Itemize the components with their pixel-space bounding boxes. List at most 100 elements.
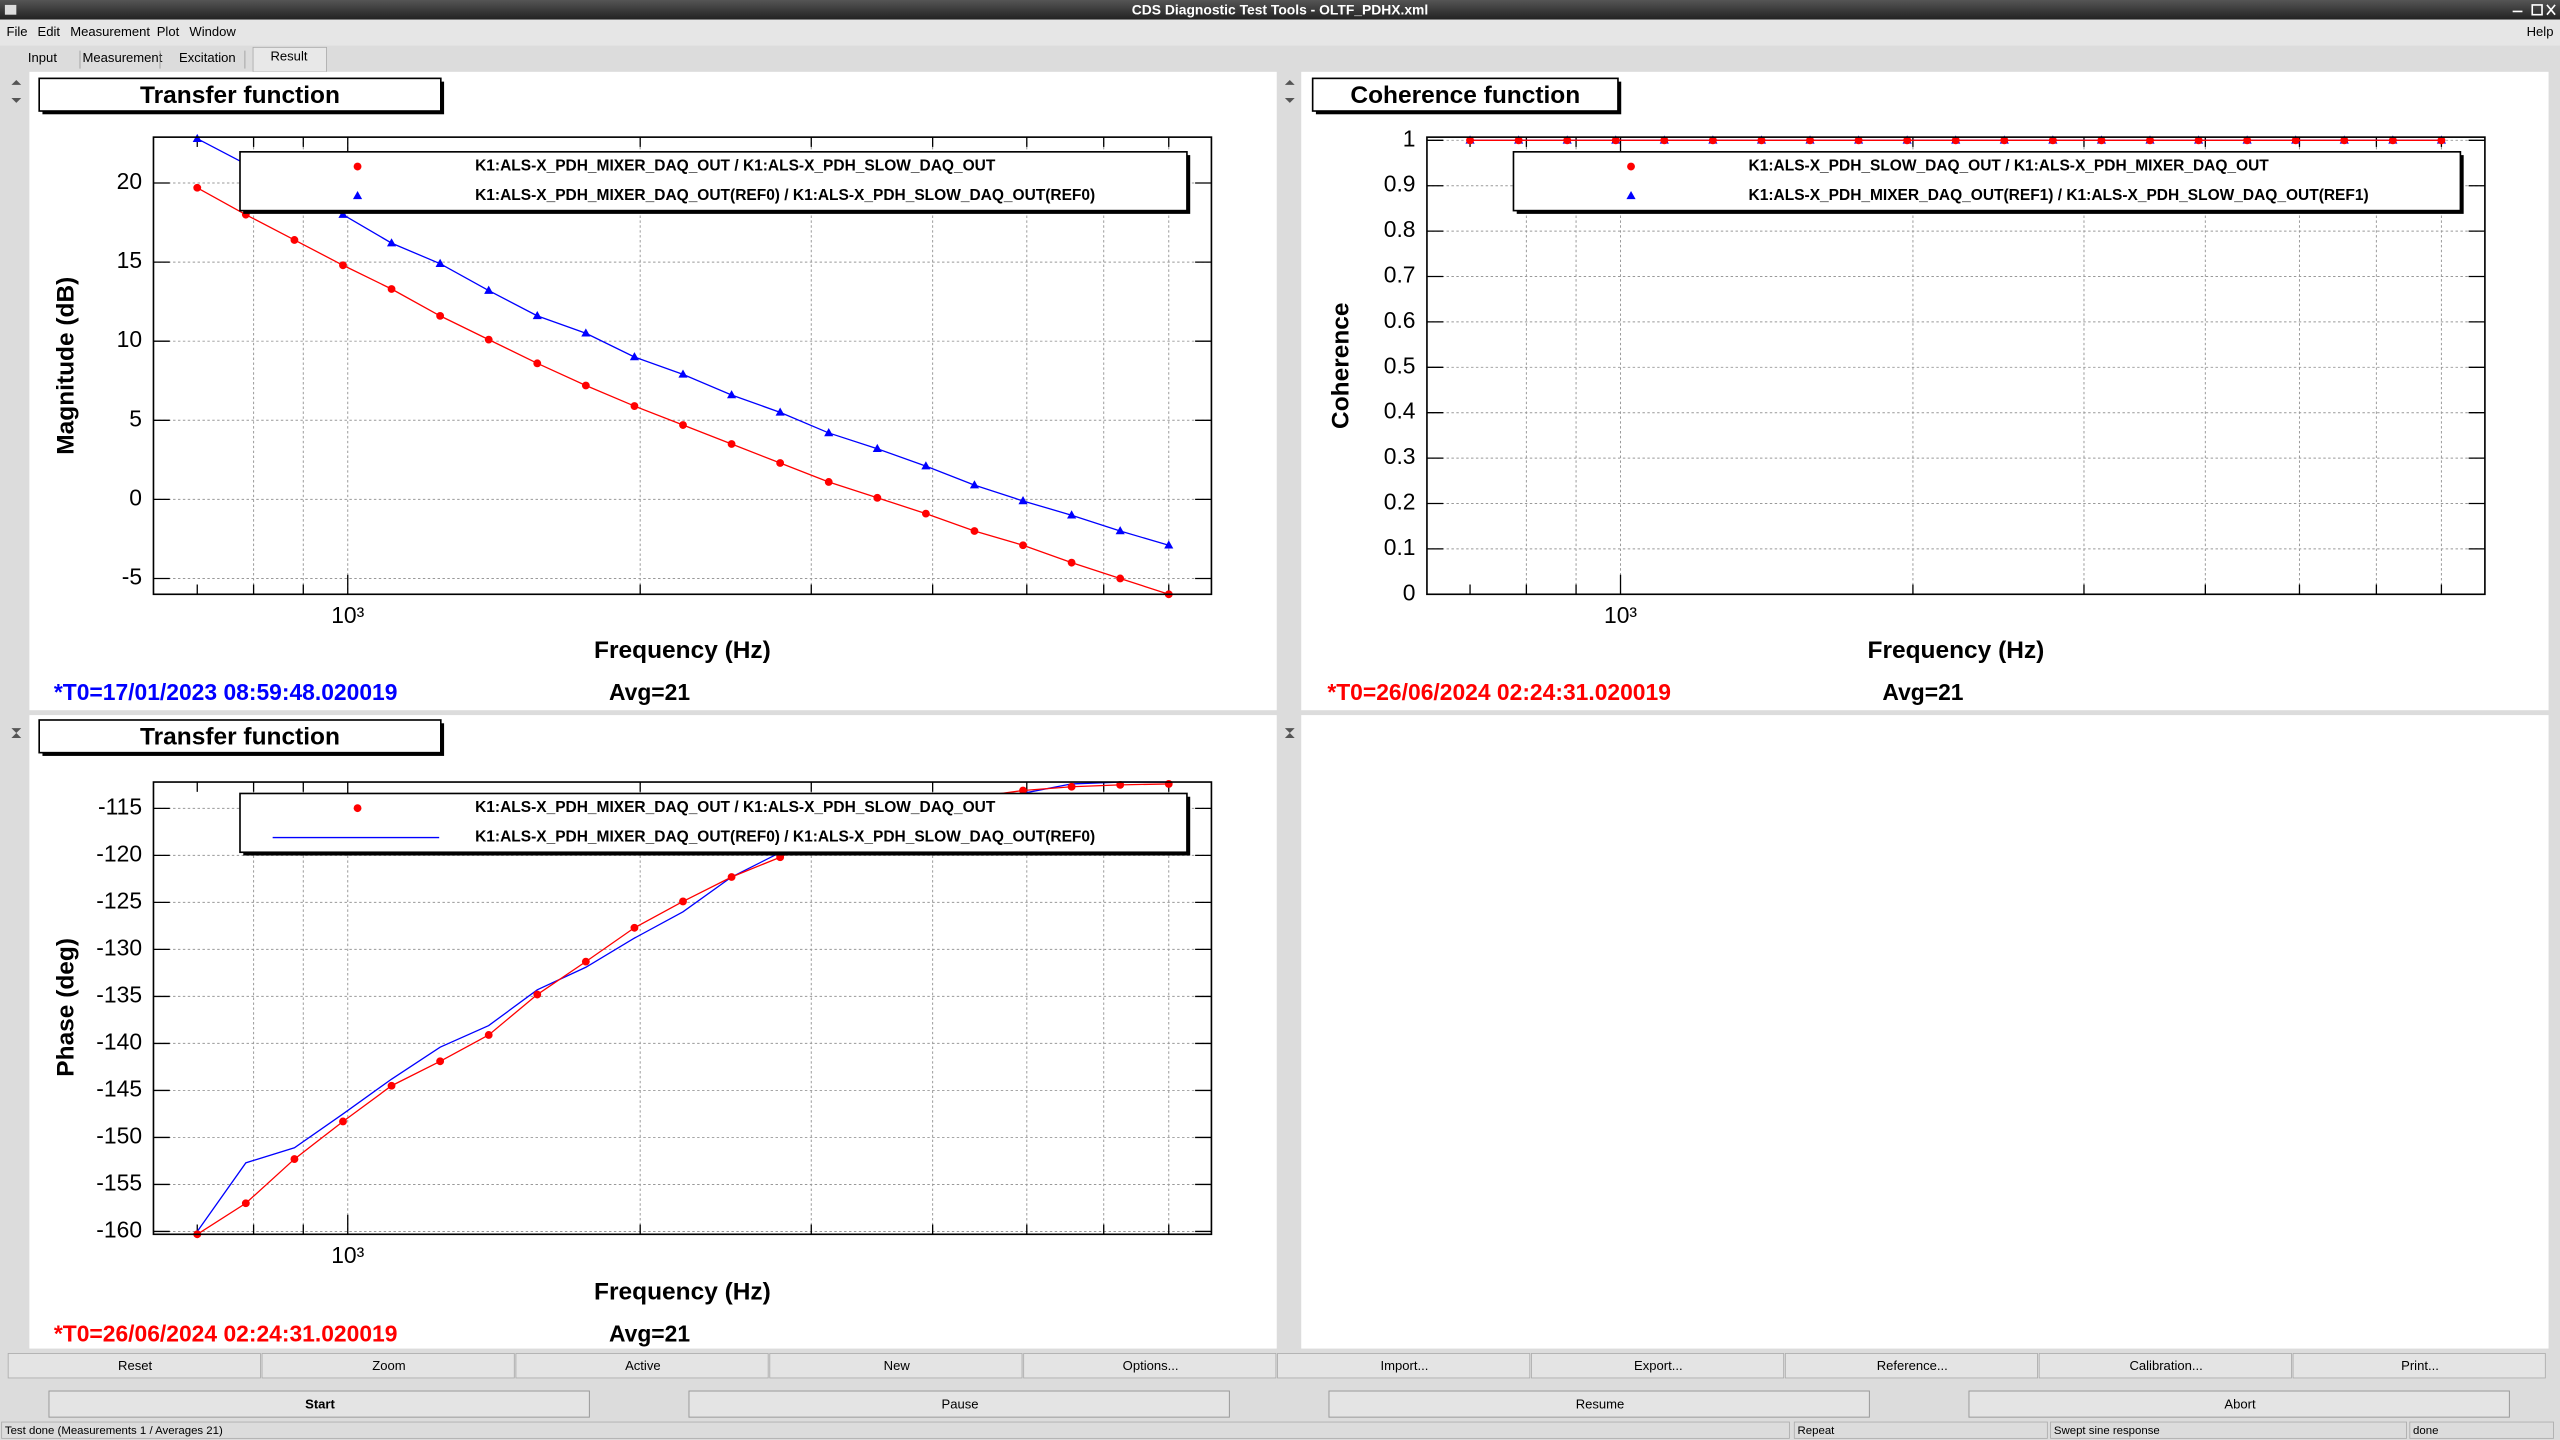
x-tick-label: 10³ — [331, 1242, 364, 1268]
data-point — [872, 443, 882, 453]
data-point — [2194, 136, 2203, 145]
data-point — [678, 369, 688, 378]
x-axis-label: Frequency (Hz) — [594, 1279, 771, 1306]
y-tick-label: -160 — [96, 1216, 142, 1242]
data-point — [435, 258, 445, 267]
title-box — [1311, 77, 1619, 112]
data-point — [436, 311, 445, 320]
chart-title: Coherence function — [1350, 82, 1580, 109]
button[interactable] — [1023, 1353, 1277, 1379]
data-point — [727, 440, 736, 448]
button[interactable] — [769, 1353, 1023, 1379]
data-point — [970, 527, 979, 535]
legend-marker — [1627, 162, 1635, 171]
data-point — [1611, 136, 1620, 145]
x-axis-label: Frequency (Hz) — [594, 637, 771, 664]
button-label[interactable]: Zoom — [372, 1358, 405, 1373]
y-axis-label: Coherence — [1328, 302, 1355, 428]
menu-item[interactable]: Plot — [157, 24, 180, 39]
button-label[interactable]: New — [884, 1358, 911, 1373]
y-tick-label: -150 — [96, 1122, 142, 1148]
data-point — [387, 285, 396, 293]
data-point — [630, 923, 639, 932]
data-point — [679, 897, 687, 906]
title-bar — [0, 0, 2560, 20]
action-label: Pause — [942, 1396, 979, 1411]
menu-item[interactable]: Window — [189, 24, 236, 39]
y-tick-label: -5 — [122, 563, 142, 589]
data-point — [484, 1031, 493, 1039]
button-label[interactable]: Calibration... — [2129, 1358, 2202, 1373]
menu-item[interactable]: File — [7, 24, 28, 39]
y-tick-label: 20 — [117, 168, 142, 194]
button[interactable] — [1531, 1353, 1785, 1379]
y-tick-label: 0.2 — [1384, 489, 1416, 515]
tab[interactable]: Excitation — [179, 50, 236, 65]
y-tick-label: -125 — [96, 887, 142, 913]
legend-marker — [353, 804, 362, 813]
y-axis-label: Magnitude (dB) — [52, 277, 79, 455]
data-point — [776, 459, 785, 467]
button-label[interactable]: Export... — [1634, 1358, 1683, 1373]
data-point — [2291, 136, 2300, 145]
button[interactable] — [1784, 1353, 2038, 1379]
window-controls[interactable] — [2512, 4, 2556, 16]
data-point — [484, 285, 494, 294]
data-point — [436, 1057, 445, 1066]
data-point — [921, 461, 931, 470]
menu-help[interactable]: Help — [2527, 24, 2554, 39]
button-label[interactable]: Import... — [1381, 1358, 1429, 1373]
data-point — [1067, 782, 1076, 791]
button-label[interactable]: Print... — [2401, 1358, 2439, 1373]
tab[interactable]: Input — [28, 50, 57, 65]
status-text: Swept sine response — [2054, 1425, 2160, 1437]
y-tick-label: 0.3 — [1384, 443, 1416, 469]
tab[interactable]: Result — [270, 49, 307, 64]
button[interactable] — [7, 1353, 261, 1379]
menu-item[interactable]: Edit — [38, 24, 61, 39]
legend — [239, 792, 1188, 854]
x-tick-label: 10³ — [331, 602, 364, 628]
data-point — [1903, 136, 1912, 145]
data-point — [727, 873, 736, 881]
action-button — [688, 1390, 1230, 1418]
status-text: done — [2413, 1425, 2438, 1437]
tab[interactable]: Measurement — [83, 50, 163, 65]
data-point — [2388, 136, 2397, 145]
data-point — [1757, 136, 1766, 145]
status-cell — [2050, 1421, 2407, 1439]
menu-item[interactable]: Measurement — [70, 24, 150, 39]
chart: Transfer function -5 0 5 10 15 20 10³ K1:ALS-X_P… — [38, 77, 1213, 705]
plot-frame — [152, 781, 1213, 1236]
button-label[interactable]: Reference... — [1877, 1358, 1948, 1373]
panel-arrows[interactable] — [11, 80, 1295, 738]
button[interactable] — [515, 1353, 769, 1379]
action-button[interactable] — [48, 1390, 590, 1418]
data-point — [1806, 136, 1814, 145]
button-label[interactable]: Options... — [1123, 1358, 1179, 1373]
button[interactable] — [261, 1353, 515, 1379]
button[interactable] — [2292, 1353, 2546, 1379]
data-point — [533, 359, 542, 368]
chart: Transfer function -160 -155 -150 -145 -140 -13… — [38, 719, 1213, 1347]
x-axis-label: Frequency (Hz) — [1868, 637, 2045, 664]
action-label[interactable]: Start — [305, 1396, 335, 1411]
data-point — [1116, 574, 1125, 583]
legend-label: K1:ALS-X_PDH_SLOW_DAQ_OUT / K1:ALS-X_PDH… — [1749, 158, 2270, 175]
data-point — [2437, 136, 2446, 145]
avg-label: Avg=21 — [609, 1321, 690, 1347]
button-label[interactable]: Reset — [118, 1358, 152, 1373]
data-point — [386, 238, 397, 247]
y-tick-label: 0 — [1403, 579, 1416, 605]
data-point — [1164, 780, 1173, 788]
y-tick-label: 15 — [117, 247, 142, 273]
button-label[interactable]: Active — [625, 1358, 661, 1373]
y-tick-label: 1 — [1403, 125, 1416, 151]
button[interactable] — [1277, 1353, 1531, 1379]
legend — [1512, 151, 2462, 212]
data-point — [581, 328, 591, 337]
t0-label: *T0=26/06/2024 02:24:31.020019 — [54, 1321, 398, 1347]
data-point — [1067, 558, 1076, 567]
button[interactable] — [2038, 1353, 2292, 1379]
data-point — [1660, 136, 1669, 145]
